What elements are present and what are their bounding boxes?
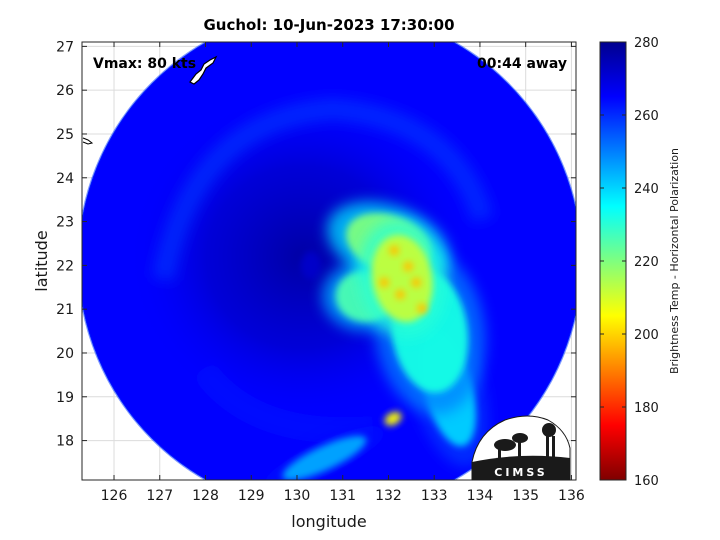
x-tick-label: 135 <box>512 488 539 504</box>
colorbar-tick-label: 160 <box>634 474 659 489</box>
core-hot-spot <box>395 289 406 300</box>
y-tick-label: 26 <box>56 83 74 99</box>
x-tick-label: 126 <box>101 488 128 504</box>
chart-title: Guchol: 10-Jun-2023 17:30:00 <box>203 16 454 34</box>
southern-band <box>282 435 367 480</box>
x-tick-label: 127 <box>146 488 173 504</box>
plot-area <box>81 41 577 481</box>
y-tick-label: 25 <box>56 127 74 143</box>
y-tick-label: 23 <box>56 215 74 231</box>
x-tick-label: 129 <box>238 488 265 504</box>
vmax-annotation: Vmax: 80 kts <box>93 56 196 72</box>
x-tick-label: 128 <box>192 488 219 504</box>
logo-tower-icon <box>542 423 556 437</box>
coastline-island <box>82 55 218 145</box>
colorbar: 160 180 200 220 240 260 280 Brightness Temp - … <box>599 36 681 489</box>
x-tick-label: 132 <box>375 488 402 504</box>
logo-dish-icon <box>494 439 516 451</box>
colorbar-tick-label: 220 <box>634 255 659 270</box>
y-tick-label: 21 <box>56 302 74 318</box>
swath-disc <box>82 42 576 480</box>
y-tick-label: 22 <box>56 258 74 274</box>
x-tick-label: 136 <box>558 488 585 504</box>
x-axis-label: longitude <box>291 512 366 531</box>
y-tick-label: 20 <box>56 346 74 362</box>
plot-frame <box>81 41 577 481</box>
time-away-annotation: 00:44 away <box>477 56 567 72</box>
rainband-core <box>371 234 433 323</box>
rainband-features <box>263 201 488 480</box>
y-tick-label: 19 <box>56 390 74 406</box>
y-axis: 18 19 20 21 22 23 24 25 26 27 <box>56 39 576 450</box>
colorbar-tick-label: 280 <box>634 36 659 51</box>
colorbar-tick-label: 240 <box>634 182 659 197</box>
colorbar-tick-label: 180 <box>634 401 659 416</box>
y-tick-label: 24 <box>56 171 74 187</box>
core-hot-spot <box>379 277 390 288</box>
spiral-bands <box>152 98 494 444</box>
x-tick-label: 131 <box>329 488 356 504</box>
core-hot-spot <box>389 245 400 256</box>
eye <box>300 251 321 280</box>
core-hot-spot <box>417 303 428 314</box>
convective-cell <box>384 411 402 426</box>
x-axis: 126 127 128 129 130 131 132 133 134 135 136 <box>101 42 585 504</box>
colorbar-tick-label: 260 <box>634 109 659 124</box>
core-hot-spot <box>403 261 414 272</box>
logo-text: CIMSS <box>494 466 547 479</box>
y-tick-label: 27 <box>56 39 74 55</box>
cimss-logo: CIMSS <box>471 415 571 481</box>
core-hot-spot <box>411 277 422 288</box>
colorbar-label: Brightness Temp - Horizontal Polarizatio… <box>668 148 681 374</box>
x-tick-label: 133 <box>421 488 448 504</box>
y-tick-label: 18 <box>56 434 74 450</box>
x-tick-label: 134 <box>467 488 494 504</box>
x-tick-label: 130 <box>284 488 311 504</box>
y-axis-label: latitude <box>32 230 51 291</box>
colorbar-ticks: 160 180 200 220 240 260 280 <box>600 36 659 489</box>
colorbar-tick-label: 200 <box>634 328 659 343</box>
swath <box>82 42 576 480</box>
